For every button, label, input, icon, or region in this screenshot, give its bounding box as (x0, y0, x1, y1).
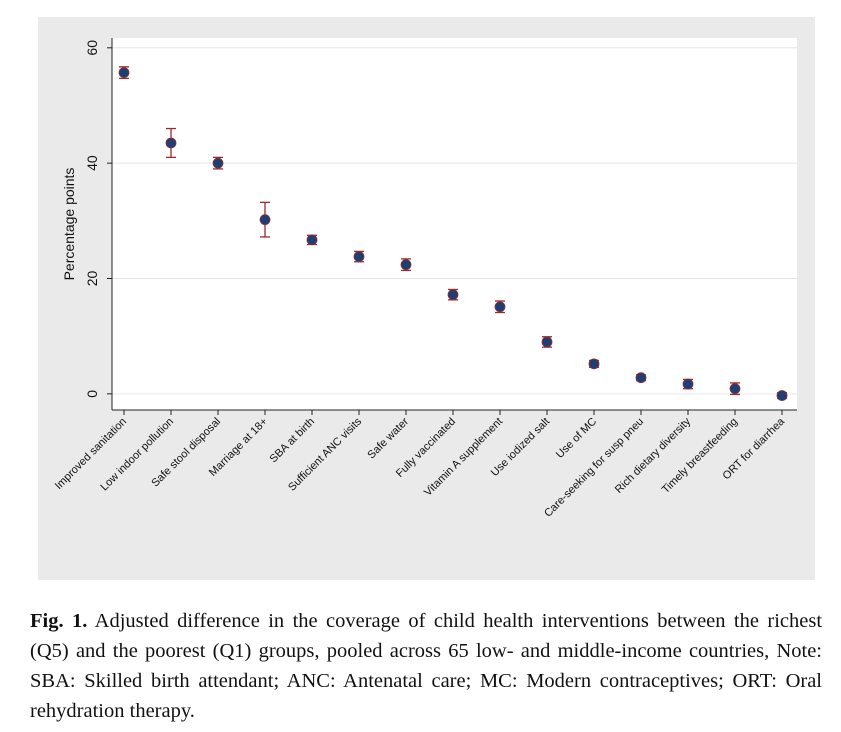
dot (729, 383, 741, 395)
y-tick-label: 20 (84, 271, 100, 287)
dot (776, 390, 788, 401)
dot (635, 372, 647, 384)
y-tick-label: 40 (84, 155, 100, 171)
dot (118, 67, 130, 79)
dot (588, 358, 600, 370)
dot (682, 378, 694, 390)
caption: Fig. 1. Adjusted difference in the cover… (30, 606, 822, 726)
dot (212, 157, 224, 169)
dot (259, 214, 271, 226)
y-tick-label: 60 (84, 40, 100, 56)
y-tick-label: 0 (84, 390, 100, 398)
plot-area (112, 38, 797, 410)
caption-label: Fig. 1. (30, 610, 88, 632)
y-axis-label: Percentage points (61, 168, 77, 281)
dot (494, 301, 506, 313)
dot (541, 336, 553, 348)
dot (400, 259, 412, 271)
dot (353, 251, 365, 262)
dot (306, 234, 318, 246)
dot (165, 137, 177, 149)
caption-text: Adjusted difference in the coverage of c… (30, 610, 823, 722)
dot (447, 289, 459, 301)
